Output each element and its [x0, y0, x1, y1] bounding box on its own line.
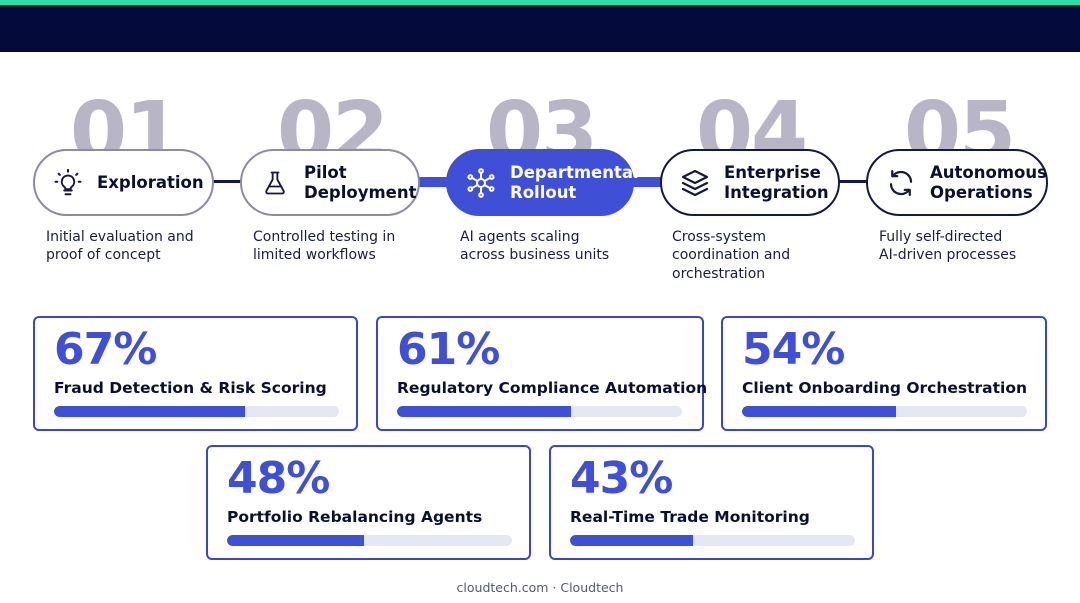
refresh-icon	[884, 166, 918, 200]
stat-percent: 48%	[227, 453, 330, 504]
stage-pill-enterprise: Enterprise Integration	[660, 149, 840, 216]
stat-percent: 54%	[742, 324, 845, 375]
connector-1-2	[212, 180, 242, 183]
stage-label-5a: Autonomous	[930, 162, 1047, 182]
progress-track	[397, 406, 682, 417]
stat-card: 61% Regulatory Compliance Automation	[376, 316, 708, 431]
progress-track	[570, 535, 855, 546]
connector-2-3	[418, 177, 448, 187]
footer-text: cloudtech.com · Cloudtech	[456, 580, 624, 595]
top-accent-stripe	[0, 0, 1080, 5]
stat-title: Portfolio Rebalancing Agents	[227, 508, 483, 526]
stage-label-4a: Enterprise	[724, 162, 821, 182]
progress-track	[742, 406, 1027, 417]
stat-card: 54% Client Onboarding Orchestration	[721, 316, 1047, 431]
flask-icon	[258, 166, 292, 200]
stage-description-5: Fully self-directed AI-driven processes	[879, 229, 1017, 264]
connector-3-4	[632, 177, 662, 187]
stat-percent: 43%	[570, 453, 673, 504]
stage-description-1: Initial evaluation and proof of concept	[46, 229, 194, 264]
stage-pill-autonomous: Autonomous Operations	[866, 149, 1048, 216]
connector-4-5	[838, 180, 868, 183]
stage-label-3a: Departmental	[510, 162, 639, 182]
stage-description-2: Controlled testing in limited workflows	[253, 229, 396, 264]
lightbulb-icon	[51, 166, 85, 200]
stage-label-5b: Operations	[930, 182, 1033, 202]
progress-fill	[54, 406, 245, 417]
stat-percent: 67%	[54, 324, 157, 375]
stage-label-4b: Integration	[724, 182, 829, 202]
network-icon	[464, 166, 498, 200]
stat-card: 67% Fraud Detection & Risk Scoring	[33, 316, 358, 431]
progress-fill	[227, 535, 364, 546]
stage-label-1a: Exploration	[97, 172, 204, 192]
stage-label-2b: Deployment	[304, 182, 417, 202]
stat-title: Fraud Detection & Risk Scoring	[54, 379, 327, 397]
stat-percent: 61%	[397, 324, 500, 375]
stage-pill-departmental: Departmental Rollout	[446, 149, 639, 216]
stat-card: 48% Portfolio Rebalancing Agents	[206, 445, 531, 560]
stage-description-3: AI agents scaling across business units	[460, 229, 610, 264]
progress-fill	[570, 535, 693, 546]
progress-fill	[742, 406, 896, 417]
progress-fill	[397, 406, 571, 417]
stat-title: Client Onboarding Orchestration	[742, 379, 1028, 397]
stage-pill-pilot: Pilot Deployment	[240, 149, 420, 216]
stat-title: Real-Time Trade Monitoring	[570, 508, 810, 526]
stage-description-4: Cross-system coordination and orchestrat…	[672, 229, 791, 282]
progress-track	[227, 535, 512, 546]
stat-title: Regulatory Compliance Automation	[397, 379, 708, 397]
stage-label-3b: Rollout	[510, 182, 577, 202]
header-bar	[0, 5, 1080, 52]
stage-pill-exploration: Exploration	[33, 149, 214, 216]
layers-icon	[678, 166, 712, 200]
progress-track	[54, 406, 339, 417]
stage-label-2a: Pilot	[304, 162, 347, 182]
stat-card: 43% Real-Time Trade Monitoring	[549, 445, 874, 560]
